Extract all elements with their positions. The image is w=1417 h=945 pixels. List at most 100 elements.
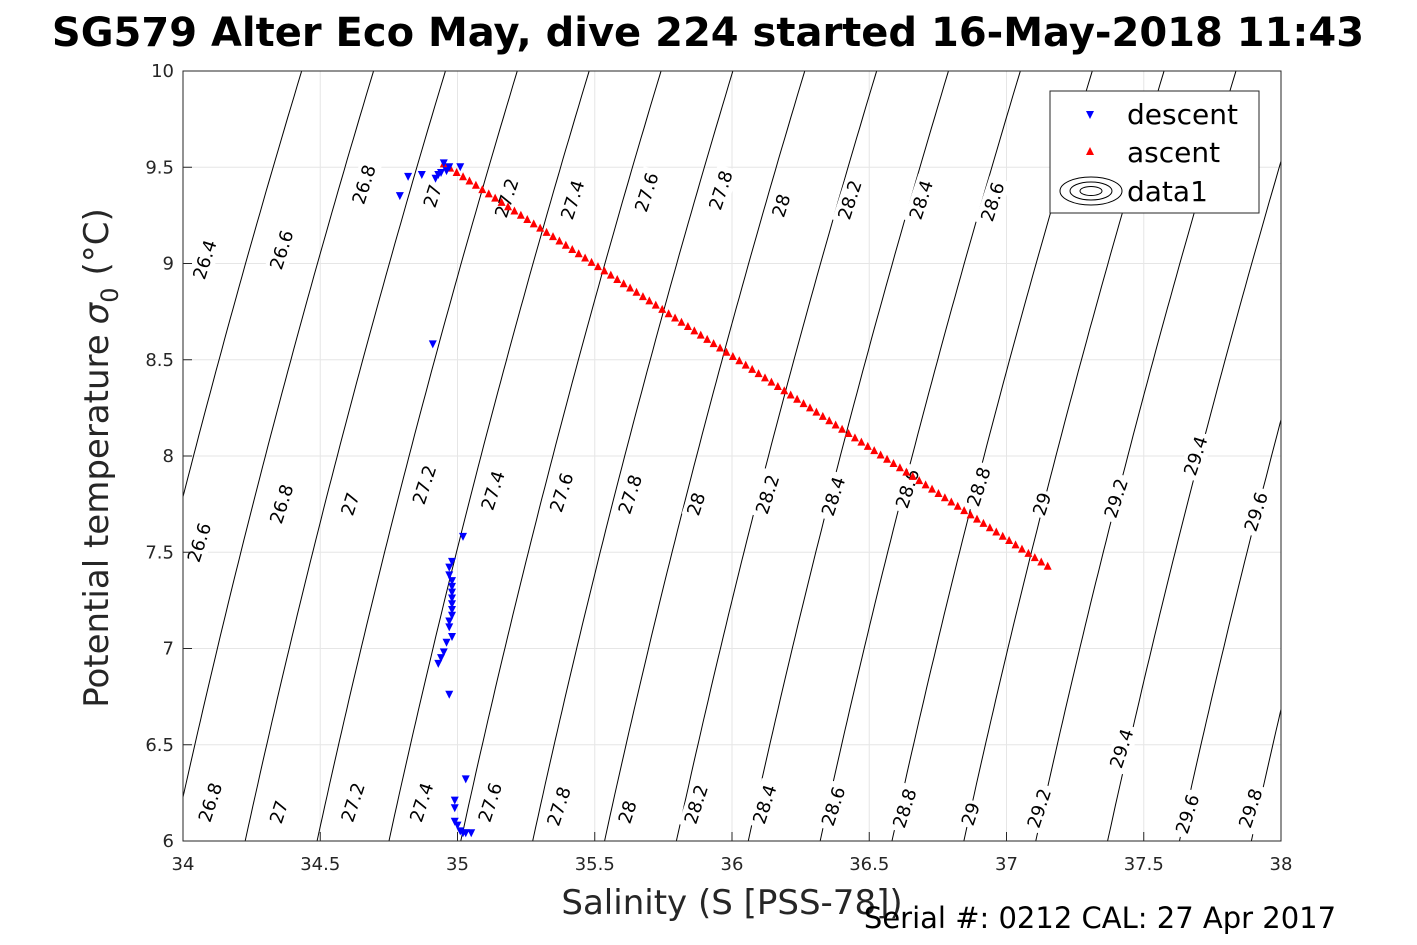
y-axis-label-symbol: σ	[77, 301, 117, 324]
ascent-point	[645, 296, 654, 305]
ascent-point	[947, 497, 956, 506]
ascent-point	[1005, 536, 1014, 545]
descent-point	[437, 654, 446, 663]
descent-point	[445, 563, 454, 572]
ascent-point	[870, 446, 879, 455]
ascent-point	[600, 266, 609, 275]
density-contour-line	[460, 71, 662, 841]
ascent-point	[696, 330, 705, 339]
ascent-point	[516, 210, 525, 219]
ascent-point	[754, 369, 763, 378]
contour-label-bg	[747, 778, 783, 831]
contour-label-bg	[612, 468, 649, 521]
descent-point	[404, 172, 413, 181]
y-axis-label-main: Potential temperature	[77, 334, 117, 707]
ascent-point	[478, 185, 487, 194]
contour-label-bg	[335, 776, 372, 829]
ascent-point	[471, 180, 480, 189]
ascent-point	[780, 386, 789, 395]
ascent-point	[908, 471, 917, 480]
x-tick-label: 36	[721, 854, 744, 875]
descent-point	[445, 617, 454, 626]
density-contour-line	[388, 71, 590, 841]
ascent-point	[812, 407, 821, 416]
ascent-point	[638, 292, 647, 301]
x-tick-label: 35	[446, 854, 469, 875]
ascent-point	[966, 510, 975, 519]
ascent-point	[850, 433, 859, 442]
legend: descent ascent data1	[1049, 90, 1260, 214]
ascent-point	[767, 377, 776, 386]
contour-label-bg	[263, 477, 300, 531]
ascent-point	[883, 454, 892, 463]
contour-label-bg	[974, 175, 1011, 229]
ascent-point	[921, 480, 930, 489]
ascent-point	[1024, 548, 1033, 557]
contour-label-bg	[264, 795, 294, 829]
x-tick-label: 37.5	[1124, 854, 1164, 875]
contour-label-bg	[832, 173, 868, 227]
descent-point	[439, 648, 448, 657]
descent-point	[448, 582, 457, 591]
ascent-point	[568, 245, 577, 254]
contour-label-bg	[887, 782, 923, 835]
ascent-point	[593, 262, 602, 271]
ascent-point	[581, 253, 590, 262]
contour-label-bg	[543, 466, 580, 519]
ascent-point	[722, 347, 731, 356]
y-tick-label: 6	[163, 831, 174, 852]
serial-calibration-footer: Serial #: 0212 CAL: 27 Apr 2017	[864, 901, 1336, 935]
density-contour-label: 27	[335, 487, 366, 521]
ascent-point	[561, 240, 570, 249]
descent-point	[445, 571, 454, 580]
descent-point	[439, 159, 448, 168]
legend-data1-contour-icon	[1059, 176, 1123, 206]
ascent-point	[786, 390, 795, 399]
contour-label-bg	[889, 462, 926, 515]
ascent-point	[1043, 561, 1052, 570]
ascent-point	[491, 193, 500, 202]
density-contour-label: 27.6	[543, 466, 580, 519]
contour-label-bg	[263, 223, 300, 277]
descent-point	[448, 588, 457, 597]
contour-label-bg	[903, 173, 940, 227]
ascent-point	[979, 518, 988, 527]
x-tick-label: 38	[1270, 854, 1293, 875]
contour-label-bg	[1178, 429, 1214, 483]
contour-label-bg	[489, 171, 525, 225]
contour-label-bg	[472, 776, 509, 829]
ascent-point	[606, 270, 615, 279]
ascent-point	[818, 411, 827, 420]
ascent-point	[889, 459, 898, 468]
y-axis-label-unit: (°C)	[77, 208, 117, 275]
ascent-point	[548, 232, 557, 241]
x-tick-label: 36.5	[849, 854, 889, 875]
x-axis-ticks: 34 34.5 35 35.5 36 36.5 37 37.5 38	[172, 832, 1293, 875]
ascent-point	[960, 506, 969, 515]
contour-label-bg	[678, 778, 715, 831]
ascent-point	[542, 227, 551, 236]
descent-point	[456, 163, 465, 172]
density-contour-label: 29	[1027, 487, 1057, 521]
ascent-point	[465, 176, 474, 185]
contour-label-bg	[956, 797, 986, 831]
ascent-point	[998, 531, 1007, 540]
ascent-point	[703, 334, 712, 343]
contour-label-bg	[1238, 485, 1275, 539]
descent-point	[434, 659, 443, 668]
density-contour-line	[1250, 707, 1281, 841]
density-contour-line	[183, 71, 375, 800]
ascent-point	[671, 313, 680, 322]
legend-descent-label: descent	[1127, 98, 1238, 131]
descent-point	[448, 557, 457, 566]
x-tick-label: 34	[172, 854, 195, 875]
contour-label-bg	[475, 464, 512, 517]
ascent-point	[716, 343, 725, 352]
contour-label-bg	[1232, 782, 1269, 835]
ascent-point	[510, 206, 519, 215]
ascent-point	[632, 287, 641, 296]
ascent-point	[1037, 557, 1046, 566]
ascent-point	[504, 202, 513, 211]
ascent-point	[863, 441, 872, 450]
density-contour-line	[819, 71, 1021, 841]
